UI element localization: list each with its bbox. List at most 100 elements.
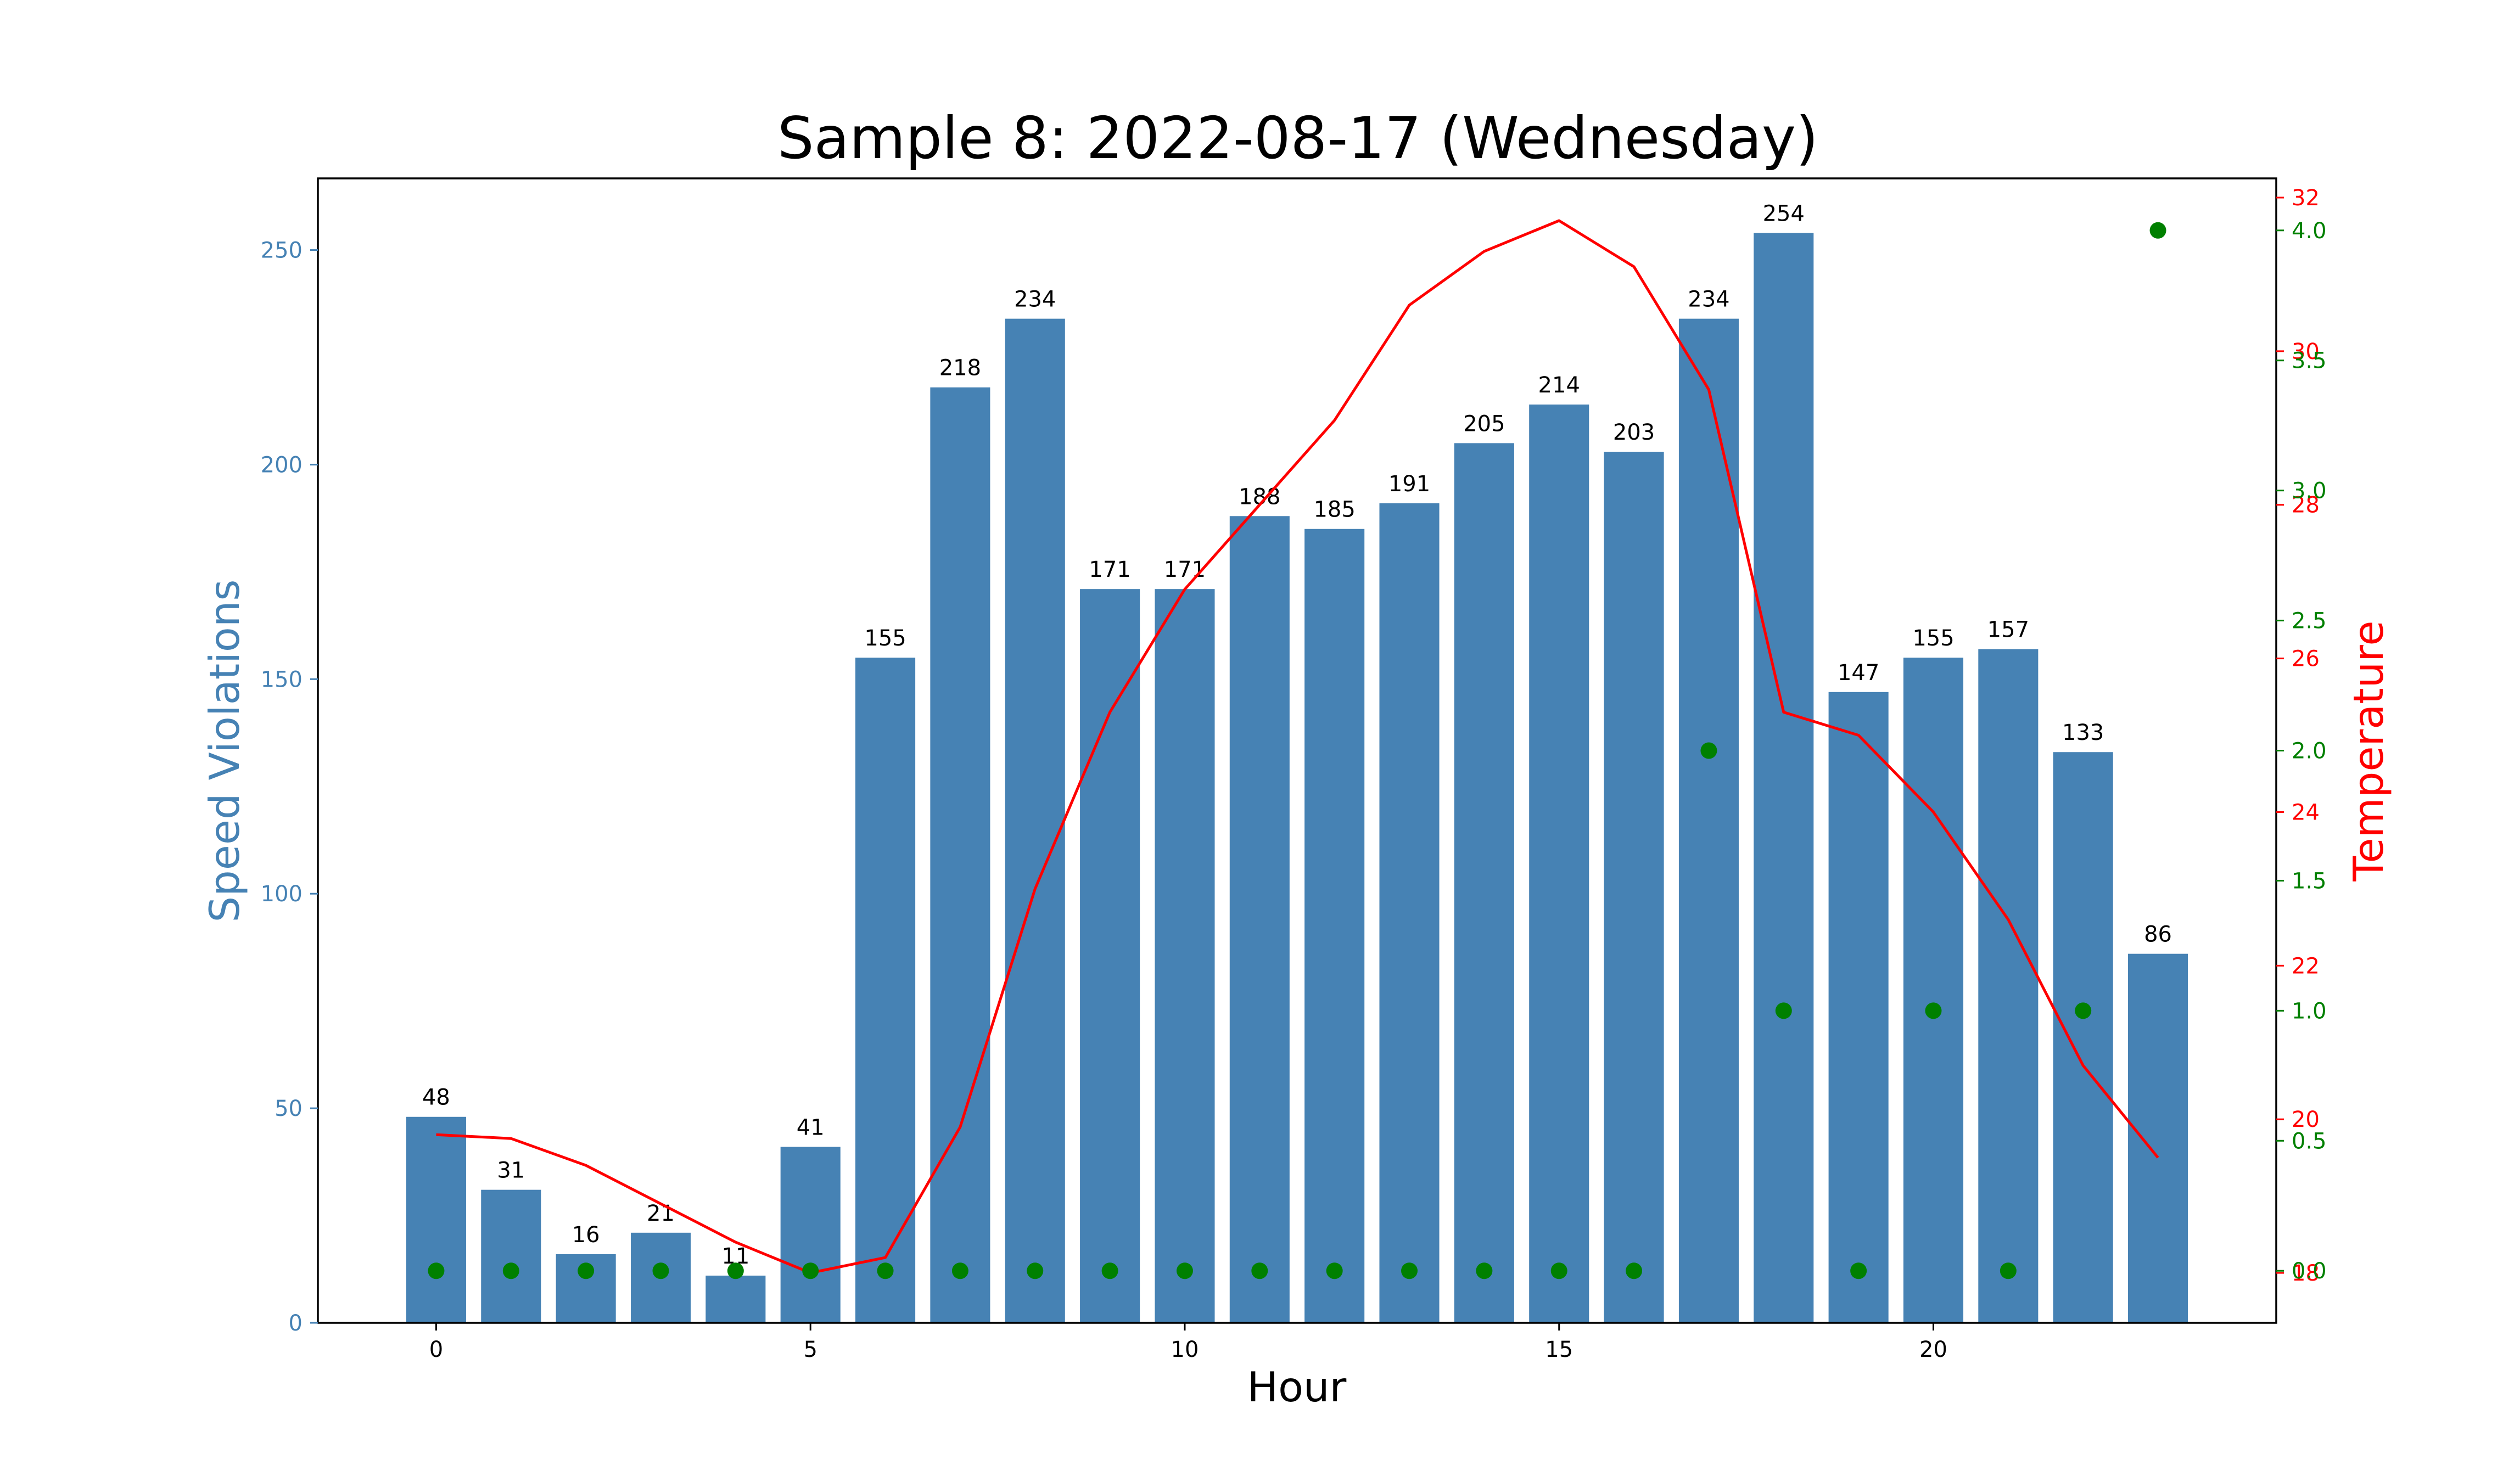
y3-tick-label: 1.5 — [2292, 868, 2327, 894]
y-tick-label: 0 — [289, 1311, 303, 1336]
x-axis-label: Hour — [1247, 1363, 1347, 1411]
y-axis-outer: 0.0 0.5 1.0 1.5 2.0 2.5 3.0 3.5 4.0 — [2276, 218, 2327, 1284]
y2-tick-label: 18 — [2292, 1261, 2320, 1286]
bar-value-label: 218 — [939, 356, 981, 381]
scatter-points — [428, 222, 2166, 1279]
bar — [1604, 451, 1664, 1323]
bar — [1304, 529, 1365, 1323]
bar — [1080, 589, 1140, 1323]
y3-tick-label: 2.5 — [2292, 609, 2327, 634]
bar-value-label: 234 — [1688, 287, 1729, 312]
y2-tick-label: 28 — [2292, 493, 2320, 518]
y2-axis-label: Temperature — [2344, 620, 2393, 882]
bar-value-label: 234 — [1014, 287, 1056, 312]
scatter-point — [1251, 1262, 1268, 1279]
bar — [1229, 516, 1290, 1323]
bar — [1678, 318, 1739, 1323]
y3-tick-label: 3.5 — [2292, 349, 2327, 374]
scatter-point — [951, 1262, 968, 1279]
scatter-point — [1550, 1262, 1567, 1279]
scatter-point — [1850, 1262, 1867, 1279]
x-axis: 0 5 10 15 20 — [429, 1323, 1947, 1362]
y2-tick-label: 26 — [2292, 647, 2320, 672]
y2-tick-label: 30 — [2292, 339, 2320, 364]
temperature-line-path — [436, 219, 2159, 1275]
bar-value-label: 147 — [1838, 660, 1879, 686]
bar — [2128, 953, 2188, 1323]
bar — [930, 387, 990, 1323]
scatter-point — [1626, 1262, 1643, 1279]
y-tick-label: 200 — [261, 452, 303, 478]
bar — [1005, 318, 1065, 1323]
bar-value-label: 157 — [1987, 618, 2029, 643]
scatter-point — [1176, 1262, 1193, 1279]
scatter-point — [2075, 1002, 2092, 1019]
bar-value-label: 191 — [1388, 471, 1430, 497]
bar — [855, 658, 916, 1323]
scatter-point — [1775, 1002, 1792, 1019]
bar — [1978, 649, 2039, 1323]
scatter-point — [802, 1262, 819, 1279]
bar — [1379, 503, 1440, 1323]
y-tick-label: 250 — [261, 238, 303, 263]
y3-tick-label: 4.0 — [2292, 218, 2327, 244]
y3-tick-label: 2.0 — [2292, 739, 2327, 764]
bar — [1754, 233, 1814, 1323]
scatter-point — [1027, 1262, 1044, 1279]
scatter-point — [1476, 1262, 1493, 1279]
x-tick-label: 10 — [1171, 1337, 1199, 1362]
y-tick-label: 100 — [261, 882, 303, 907]
bars — [406, 233, 2188, 1323]
bar — [2053, 752, 2113, 1323]
scatter-point — [2149, 222, 2166, 239]
y-tick-label: 150 — [261, 667, 303, 692]
y3-tick-label: 3.0 — [2292, 479, 2327, 504]
scatter-point — [727, 1262, 744, 1279]
x-tick-label: 20 — [1919, 1337, 1947, 1362]
bar — [780, 1147, 841, 1323]
y-axis-right: 18 20 22 24 26 28 30 32 — [2276, 186, 2320, 1286]
temperature-line — [436, 219, 2159, 1275]
bar-value-label: 185 — [1313, 497, 1355, 523]
y-axis-left: 0 50 100 150 200 250 — [261, 238, 318, 1336]
bar-value-label: 205 — [1463, 411, 1505, 436]
x-tick-label: 0 — [429, 1337, 443, 1362]
bar — [705, 1276, 766, 1323]
bar-value-label: 31 — [497, 1158, 525, 1183]
bar-value-label: 16 — [572, 1222, 600, 1248]
bar — [1903, 658, 1964, 1323]
y2-tick-label: 20 — [2292, 1107, 2320, 1132]
bar-value-label: 155 — [864, 626, 906, 651]
y3-tick-label: 0.5 — [2292, 1129, 2327, 1154]
bar — [1454, 443, 1514, 1323]
scatter-point — [578, 1262, 595, 1279]
bar-value-label: 171 — [1164, 557, 1206, 582]
bar-value-label: 133 — [2062, 720, 2104, 745]
bar-value-label: 203 — [1613, 420, 1655, 445]
scatter-point — [2000, 1262, 2017, 1279]
bar-value-label: 171 — [1089, 557, 1130, 582]
chart-title: Sample 8: 2022-08-17 (Wednesday) — [777, 105, 1818, 172]
bar — [1529, 404, 1589, 1323]
x-tick-label: 15 — [1545, 1337, 1573, 1362]
bar — [481, 1189, 541, 1323]
y2-tick-label: 32 — [2292, 186, 2320, 211]
y2-tick-label: 24 — [2292, 800, 2320, 825]
y3-tick-label: 0.0 — [2292, 1259, 2327, 1284]
bar — [1828, 692, 1889, 1323]
y-tick-label: 50 — [275, 1096, 303, 1121]
scatter-point — [1401, 1262, 1418, 1279]
scatter-point — [652, 1262, 669, 1279]
bar — [406, 1116, 466, 1323]
scatter-point — [1925, 1002, 1942, 1019]
bar-value-label: 48 — [422, 1085, 450, 1110]
bar-value-label: 254 — [1763, 201, 1805, 226]
scatter-point — [1700, 742, 1717, 759]
x-tick-label: 5 — [803, 1337, 817, 1362]
bar-value-label: 41 — [797, 1115, 825, 1140]
y2-tick-label: 22 — [2292, 953, 2320, 979]
scatter-point — [1326, 1262, 1343, 1279]
scatter-point — [1101, 1262, 1118, 1279]
y-axis-label: Speed Violations — [200, 580, 249, 923]
